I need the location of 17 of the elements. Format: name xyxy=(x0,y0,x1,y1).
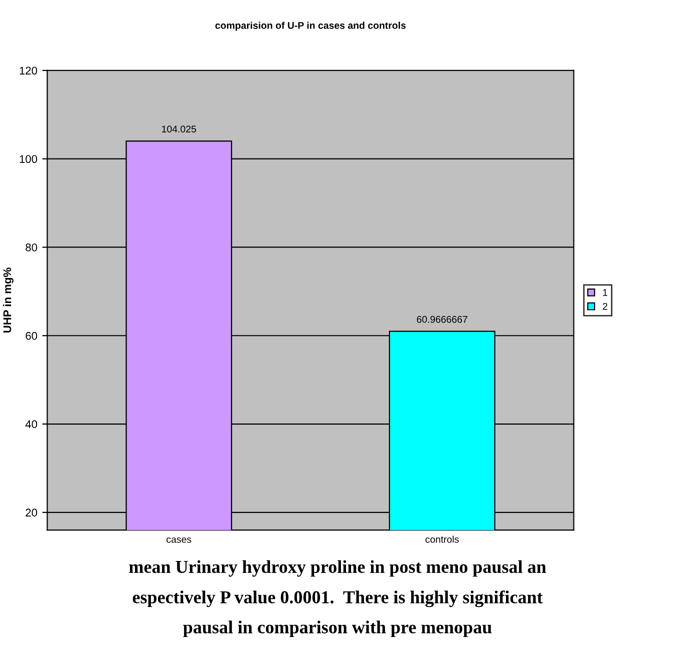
y-tick-label: 80 xyxy=(26,244,38,252)
y-tick-label: 100 xyxy=(20,155,38,163)
legend-label: 2 xyxy=(602,302,608,310)
y-tick-label: 40 xyxy=(25,420,38,428)
y-tick-label: 120 xyxy=(20,66,38,75)
text: pausal in comparison with pre menopau xyxy=(183,620,492,638)
data-label: 104.025 xyxy=(162,126,196,133)
text: mean Urinary hydroxy proline in post meno pausal an xyxy=(129,560,546,577)
text: espectively P value 0.0001. There is highly significant xyxy=(132,590,543,608)
chart-title: comparision of U-P in cases and controls xyxy=(215,22,406,31)
x-tick-label: controls xyxy=(426,536,459,543)
legend-label: 1 xyxy=(603,289,608,296)
data-label: 60.9666667 xyxy=(416,316,468,323)
y-tick-label: 60 xyxy=(26,332,38,340)
x-tick-label: cases xyxy=(166,537,192,543)
y-tick-label: 20 xyxy=(26,508,38,517)
y-axis-title: UHP in mg% xyxy=(3,268,14,333)
